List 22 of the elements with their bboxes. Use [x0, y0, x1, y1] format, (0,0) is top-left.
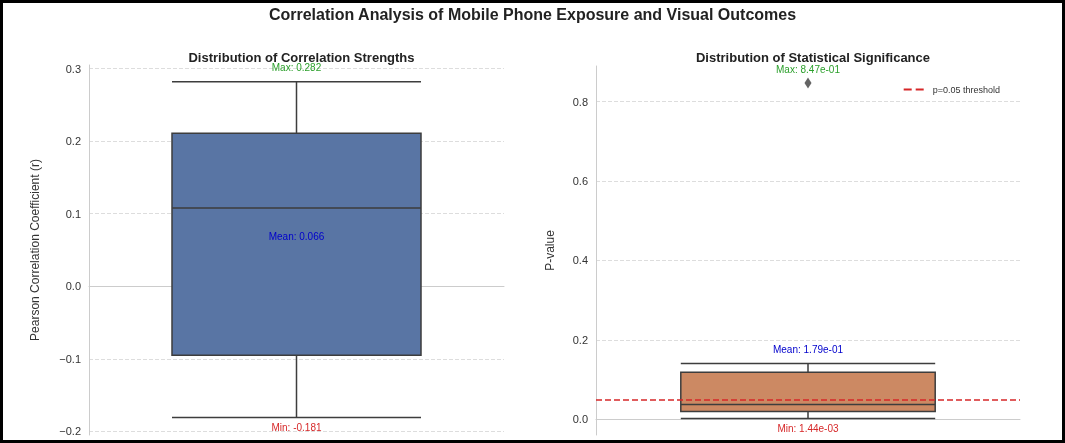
text: Correlation Analysis of Mobile Phone Exposure and Visual Outcomes [267, 6, 798, 24]
y-tick-label: −0.2 [59, 425, 81, 438]
chart-title: Distribution of Statistical Significance [695, 50, 931, 65]
y-axis-title: P-value [543, 229, 557, 271]
y-tick-label: 0.4 [572, 254, 588, 267]
y-tick-label: −0.1 [59, 352, 81, 365]
y-tick-label: 0.0 [572, 413, 588, 426]
legend-label: p=0.05 threshold [932, 84, 1001, 95]
y-tick-label: 0.0 [65, 280, 81, 293]
annotation: Max: 8.47e-01 [776, 63, 841, 75]
y-axis-title: Pearson Correlation Coefficient (r) [28, 159, 42, 341]
y-tick-label: 0.1 [65, 207, 81, 220]
annotation: Min: 1.44e-03 [777, 423, 840, 435]
y-tick-label: 0.2 [572, 333, 588, 346]
annotation: Min: -0.181 [271, 422, 322, 434]
annotation: Max: 0.282 [271, 62, 322, 74]
annotation: Mean: 0.066 [268, 230, 325, 242]
y-tick-label: 0.3 [65, 62, 81, 75]
y-tick-label: 0.8 [572, 95, 588, 108]
y-tick-label: 0.6 [572, 175, 588, 188]
y-tick-label: 0.2 [65, 135, 81, 148]
annotation: Mean: 1.79e-01 [772, 344, 844, 356]
